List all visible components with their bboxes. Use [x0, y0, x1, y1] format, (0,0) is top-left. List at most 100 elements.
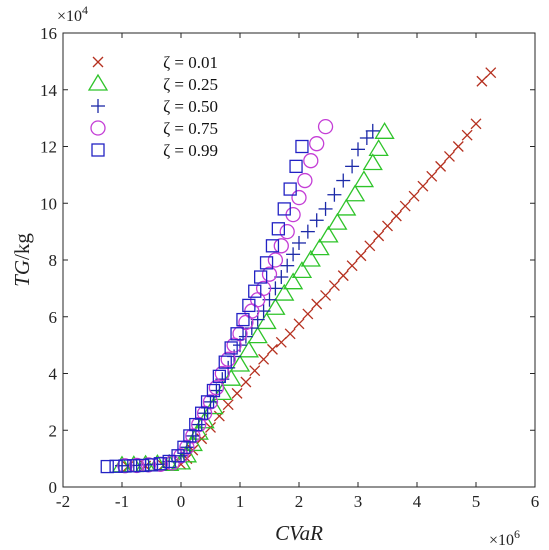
- plot-frame: [62, 32, 536, 488]
- data-point: [443, 150, 455, 162]
- x-axis-label: CVaR: [275, 521, 323, 545]
- data-point-stroke: [443, 150, 455, 162]
- data-point: [203, 394, 218, 409]
- legend-label: ζ = 0.25: [163, 75, 218, 94]
- y-tick-label: 16: [40, 24, 57, 43]
- data-point: [284, 328, 296, 340]
- data-point: [346, 260, 358, 272]
- data-point: [336, 173, 351, 188]
- data-point: [470, 118, 482, 130]
- data-point: [127, 459, 141, 473]
- data-point: [435, 160, 447, 172]
- data-point: [222, 399, 234, 411]
- data-point: [271, 222, 286, 236]
- data-point: [202, 394, 219, 410]
- y-tick-label: 12: [40, 138, 57, 157]
- data-point: [280, 258, 295, 273]
- data-point: [100, 459, 114, 474]
- data-point: [309, 238, 330, 256]
- data-point: [266, 343, 278, 355]
- x-tick-label: 3: [354, 492, 363, 511]
- data-point: [109, 459, 123, 473]
- x-tick-label: 1: [236, 492, 245, 511]
- data-point-stroke: [328, 280, 340, 291]
- data-point: [135, 458, 150, 473]
- data-point: [265, 239, 280, 253]
- data-point: [242, 298, 256, 313]
- data-point: [273, 238, 289, 254]
- data-point: [485, 67, 497, 79]
- data-point-stroke: [417, 180, 429, 192]
- data-point: [327, 187, 342, 202]
- data-point-stroke: [293, 318, 305, 330]
- data-point: [212, 369, 227, 383]
- data-point: [374, 122, 395, 139]
- data-point: [275, 336, 287, 348]
- data-point: [362, 153, 383, 171]
- data-point-stroke: [435, 160, 447, 172]
- data-point-stroke: [346, 260, 358, 272]
- data-point-stroke: [320, 290, 332, 301]
- data-point-stroke: [373, 230, 385, 242]
- x-tick-label: 5: [472, 492, 481, 511]
- data-point: [253, 270, 268, 284]
- data-point: [318, 225, 339, 243]
- data-point: [277, 202, 291, 216]
- data-point: [355, 250, 367, 262]
- data-point: [327, 212, 348, 230]
- x-exponent-power: 6: [514, 527, 520, 541]
- data-point: [191, 417, 206, 432]
- data-point: [283, 182, 297, 196]
- x-tick-label: 0: [177, 492, 186, 511]
- legend-marker-square: [91, 143, 105, 157]
- data-point: [295, 139, 309, 154]
- data-point: [118, 459, 132, 473]
- legend: ζ = 0.01 ζ = 0.25 ζ = 0.50 ζ = 0.75 ζ = 0.99: [87, 53, 218, 160]
- y-axis-label: TG/kg: [10, 233, 34, 287]
- y-tick-label: 6: [49, 308, 58, 327]
- legend-marker-x-stroke: [92, 56, 104, 68]
- data-point: [461, 129, 473, 141]
- data-point-stroke: [258, 353, 270, 365]
- x-tick-label: 2: [295, 492, 304, 511]
- data-point-stroke: [364, 240, 376, 252]
- data-point-stroke: [355, 250, 367, 262]
- y-tick-label: 8: [49, 251, 58, 270]
- data-point: [279, 223, 295, 240]
- y-tick-label: 14: [40, 81, 58, 100]
- data-point: [359, 130, 374, 145]
- x-exponent-base: ×10: [489, 532, 514, 549]
- y-axis-label-symbol: TG: [10, 260, 34, 287]
- data-point: [240, 376, 252, 388]
- data-point: [282, 272, 304, 290]
- data-point: [368, 139, 389, 156]
- data-point: [230, 327, 244, 341]
- data-markers: [100, 67, 497, 474]
- data-point: [267, 252, 284, 268]
- data-point: [373, 230, 385, 242]
- data-point: [309, 136, 325, 152]
- data-point: [286, 247, 301, 262]
- data-point-stroke: [426, 170, 438, 182]
- data-point: [353, 170, 375, 188]
- data-point: [289, 159, 303, 174]
- series-square: [100, 139, 309, 474]
- data-point: [364, 240, 376, 252]
- data-point: [382, 220, 393, 232]
- data-point: [291, 261, 313, 279]
- data-point: [337, 270, 349, 282]
- data-point: [399, 200, 411, 212]
- data-point-stroke: [231, 387, 243, 399]
- axes: [62, 32, 536, 488]
- data-point: [248, 284, 262, 298]
- y-tick-label: 0: [49, 478, 58, 497]
- x-exponent-label: ×106: [489, 527, 520, 549]
- data-point: [129, 457, 145, 474]
- y-axis-label-unit: /kg: [10, 233, 34, 260]
- data-point: [351, 142, 365, 157]
- data-point-stroke: [390, 210, 402, 222]
- data-point: [176, 445, 198, 463]
- data-point-stroke: [249, 365, 261, 377]
- data-point: [311, 298, 323, 310]
- legend-label: ζ = 0.75: [163, 119, 218, 138]
